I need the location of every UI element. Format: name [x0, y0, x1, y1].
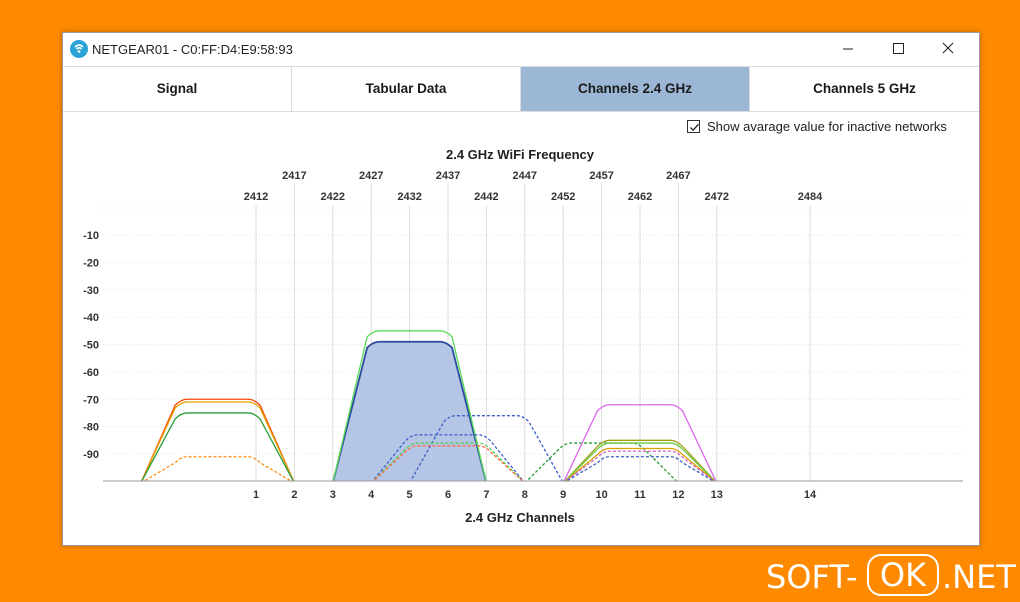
y-tick-label: -80	[83, 422, 99, 434]
channel-tick-label: 10	[595, 489, 607, 501]
network-signal-curve	[564, 450, 716, 481]
network-signal-curve	[372, 442, 524, 481]
title-bar[interactable]: NETGEAR01 - C0:FF:D4:E9:58:93	[63, 33, 979, 65]
watermark-ok: OK	[867, 554, 939, 596]
freq-label-top: 2457	[589, 170, 613, 182]
app-icon	[70, 40, 88, 58]
network-signal-curve	[564, 442, 716, 481]
freq-label-bottom: 2432	[397, 191, 421, 203]
freq-label-top: 2437	[436, 170, 460, 182]
tab-tabular-data[interactable]: Tabular Data	[292, 67, 521, 111]
freq-label-bottom: 2422	[321, 191, 345, 203]
window-title: NETGEAR01 - C0:FF:D4:E9:58:93	[92, 42, 293, 57]
channel-tick-label: 2	[291, 489, 297, 501]
channel-chart: 2.4 GHz WiFi Frequency -10 -20 -30 -40 -50 -6…	[83, 147, 963, 525]
tab-channels-2-4-ghz[interactable]: Channels 2.4 GHz	[521, 67, 750, 111]
freq-label-bottom: 2442	[474, 191, 498, 203]
freq-label-top: 2447	[513, 170, 537, 182]
y-tick-label: -10	[83, 230, 99, 242]
channel-tick-label: 14	[804, 489, 817, 501]
network-signal-curve	[564, 439, 716, 481]
network-signal-curve	[371, 434, 525, 481]
tab-signal[interactable]: Signal	[63, 67, 292, 111]
channel-tick-label: 4	[368, 489, 375, 501]
y-tick-label: -90	[83, 449, 99, 461]
channel-tick-label: 6	[445, 489, 451, 501]
show-average-label: Show avarage value for inactive networks	[707, 119, 947, 134]
freq-label-bottom: 2472	[705, 191, 729, 203]
freq-label-top: 2427	[359, 170, 383, 182]
network-signal-curve	[332, 340, 487, 481]
channel-tick-label: 1	[253, 489, 259, 501]
network-signal-curve	[372, 445, 524, 481]
chart-title: 2.4 GHz WiFi Frequency	[446, 147, 595, 162]
y-tick-label: -70	[83, 394, 99, 406]
channel-tick-label: 13	[711, 489, 723, 501]
freq-label-bottom: 2412	[244, 191, 268, 203]
x-axis-label: 2.4 GHz Channels	[465, 510, 575, 525]
freq-label-top: 2417	[282, 170, 306, 182]
channel-tick-label: 7	[483, 489, 489, 501]
app-window: NETGEAR01 - C0:FF:D4:E9:58:93 Signal Tab…	[62, 32, 980, 546]
channel-tick-label: 5	[407, 489, 413, 501]
freq-label-top: 2467	[666, 170, 690, 182]
chart-axes: -10-20-30-40-50-60-70-80-901 2 3 4 5 6 7 8 9 10 11…	[83, 170, 963, 501]
watermark-prefix: SOFT-	[766, 558, 858, 596]
chart-grid	[103, 183, 963, 481]
y-tick-label: -20	[83, 257, 99, 269]
network-signal-curve	[142, 456, 293, 481]
freq-label-bottom: 2484	[798, 191, 823, 203]
freq-label-bottom: 2462	[628, 191, 652, 203]
y-tick-label: -30	[83, 285, 99, 297]
y-tick-label: -40	[83, 312, 99, 324]
network-signal-curve	[140, 398, 295, 481]
network-signal-curve	[563, 404, 717, 481]
channel-tick-label: 9	[560, 489, 566, 501]
channel-tick-label: 11	[634, 489, 646, 501]
show-average-checkbox[interactable]	[687, 120, 700, 133]
minimize-button[interactable]	[825, 33, 871, 65]
network-signal-curve	[141, 412, 295, 481]
network-signal-curve	[141, 401, 295, 481]
close-button[interactable]	[925, 33, 971, 65]
tab-bar: Signal Tabular Data Channels 2.4 GHz Cha…	[63, 66, 979, 112]
freq-label-bottom: 2452	[551, 191, 575, 203]
maximize-button[interactable]	[875, 33, 921, 65]
channel-tick-label: 3	[330, 489, 336, 501]
network-signal-curve	[409, 415, 563, 481]
watermark-suffix: .NET	[942, 558, 1016, 596]
channel-tick-label: 12	[672, 489, 684, 501]
y-tick-label: -50	[83, 340, 99, 352]
chart-series	[140, 330, 717, 481]
channel-tick-label: 8	[522, 489, 528, 501]
network-signal-curve	[564, 447, 716, 481]
network-signal-curve	[332, 330, 487, 481]
tab-channels-5-ghz[interactable]: Channels 5 GHz	[813, 81, 916, 96]
y-tick-label: -60	[83, 367, 99, 379]
